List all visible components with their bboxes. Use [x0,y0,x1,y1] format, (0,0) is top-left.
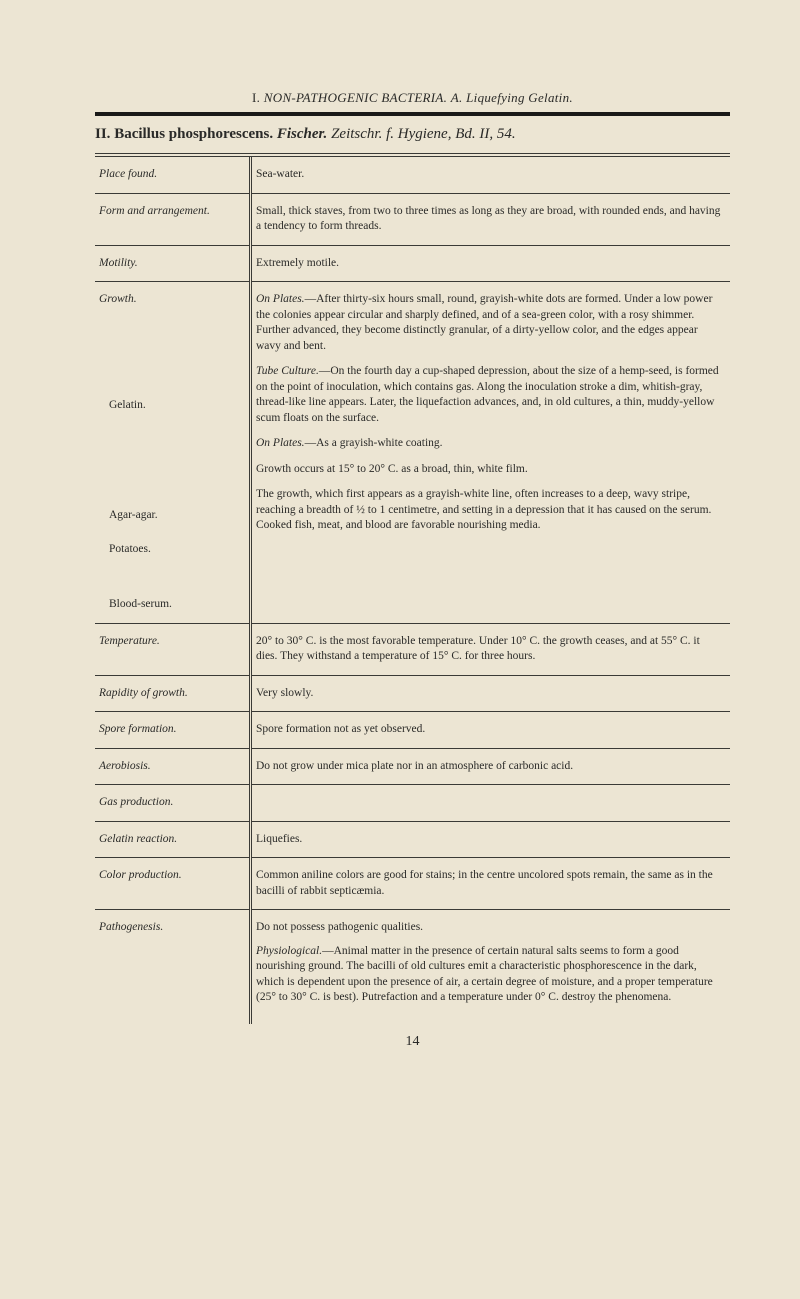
growth-p4: Growth occurs at 15° to 20° C. as a broa… [256,462,722,478]
label-gas-production: Gas production. [95,785,251,822]
main-table: Place found. Sea-water. Form and arrange… [95,157,730,1024]
running-head: I. NON-PATHOGENIC BACTERIA. A. Liquefyin… [95,90,730,106]
sublabel-agar: Agar-agar. [99,508,239,524]
row-pathogenesis: Pathogenesis. Do not possess pathogenic … [95,910,730,1024]
row-gelatin-reaction: Gelatin reaction. Liquefies. [95,821,730,858]
row-spore-formation: Spore formation. Spore formation not as … [95,712,730,749]
label-place-found: Place found. [95,157,251,193]
text-motility: Extremely motile. [251,245,731,282]
running-head-caps: NON-PATHOGENIC BACTERIA. [264,90,447,105]
label-growth: Growth. Gelatin. Agar-agar. Potatoes. Bl… [95,282,251,624]
running-head-rest: A. Liquefying Gelatin. [451,90,573,105]
subheading-citation: Zeitschr. f. Hygiene, Bd. II, 54. [331,126,516,142]
subheading-author: Fischer. [277,126,327,142]
label-color-production: Color production. [95,858,251,910]
row-motility: Motility. Extremely motile. [95,245,730,282]
text-pathogenesis: Do not possess pathogenic qualities. Phy… [251,910,731,1024]
label-aerobiosis: Aerobiosis. [95,748,251,785]
label-spore-formation: Spore formation. [95,712,251,749]
text-temperature: 20° to 30° C. is the most favorable temp… [251,623,731,675]
text-spore-formation: Spore formation not as yet observed. [251,712,731,749]
label-gelatin-reaction: Gelatin reaction. [95,821,251,858]
row-temperature: Temperature. 20° to 30° C. is the most f… [95,623,730,675]
sublabel-potatoes: Potatoes. [99,542,239,558]
subheading-roman: II. [95,126,110,142]
growth-p2: Tube Culture.—On the fourth day a cup-sh… [256,364,722,426]
sublabel-gelatin: Gelatin. [99,398,239,414]
label-motility: Motility. [95,245,251,282]
text-gelatin-reaction: Liquefies. [251,821,731,858]
pathogenesis-p2: Physiological.—Animal matter in the pres… [256,944,722,1006]
label-rapidity: Rapidity of growth. [95,675,251,712]
page: I. NON-PATHOGENIC BACTERIA. A. Liquefyin… [0,0,800,1090]
sublabel-blood-serum: Blood-serum. [99,597,239,613]
thick-rule [95,112,730,116]
text-color-production: Common aniline colors are good for stain… [251,858,731,910]
text-place-found: Sea-water. [251,157,731,193]
row-aerobiosis: Aerobiosis. Do not grow under mica plate… [95,748,730,785]
growth-p3: On Plates.—As a grayish-white coating. [256,436,722,452]
growth-p5: The growth, which first appears as a gra… [256,487,722,534]
pathogenesis-p1: Do not possess pathogenic qualities. [256,920,722,936]
label-temperature: Temperature. [95,623,251,675]
growth-head: Growth. [99,293,137,305]
running-head-roman: I. [252,90,260,105]
row-growth: Growth. Gelatin. Agar-agar. Potatoes. Bl… [95,282,730,624]
row-gas-production: Gas production. [95,785,730,822]
row-rapidity: Rapidity of growth. Very slowly. [95,675,730,712]
text-aerobiosis: Do not grow under mica plate nor in an a… [251,748,731,785]
subheading: II. Bacillus phosphorescens. Fischer. Ze… [95,126,730,143]
row-form-arrangement: Form and arrangement. Small, thick stave… [95,193,730,245]
text-rapidity: Very slowly. [251,675,731,712]
label-pathogenesis: Pathogenesis. [95,910,251,1024]
growth-p1: On Plates.—After thirty-six hours small,… [256,292,722,354]
rule-top-1 [95,153,730,154]
text-form-arrangement: Small, thick staves, from two to three t… [251,193,731,245]
page-number: 14 [95,1034,730,1050]
row-color-production: Color production. Common aniline colors … [95,858,730,910]
text-gas-production [251,785,731,822]
text-growth: On Plates.—After thirty-six hours small,… [251,282,731,624]
subheading-bold: Bacillus phosphorescens. [114,126,273,142]
row-place-found: Place found. Sea-water. [95,157,730,193]
label-form-arrangement: Form and arrangement. [95,193,251,245]
